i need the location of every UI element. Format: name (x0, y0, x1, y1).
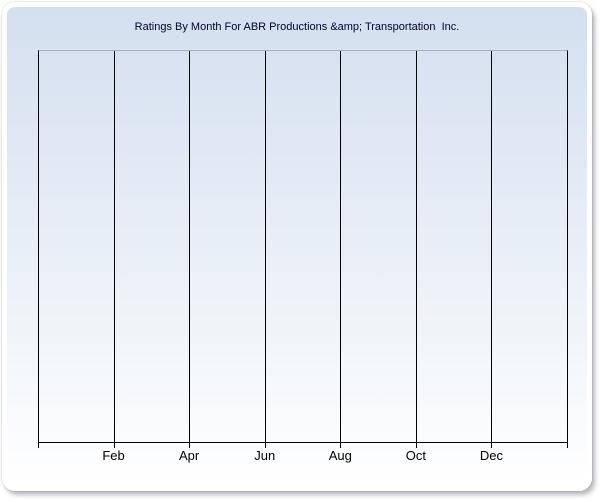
gridline (491, 51, 493, 442)
x-axis-tick (38, 443, 39, 448)
chart-title: Ratings By Month For ABR Productions &am… (134, 21, 460, 33)
chart-panel: Ratings By Month For ABR Productions &am… (2, 2, 592, 491)
gridline (189, 51, 191, 442)
x-axis-label: Feb (102, 448, 125, 463)
x-axis-tick (567, 443, 568, 448)
x-axis-tick (340, 443, 341, 448)
x-axis-tick (265, 443, 266, 448)
gridline (415, 51, 417, 442)
x-axis-label: Oct (405, 448, 426, 463)
x-axis-label: Aug (328, 448, 352, 463)
x-axis-label: Apr (179, 448, 200, 463)
gridline (340, 51, 342, 442)
gridline (264, 51, 266, 442)
plot-area (38, 50, 568, 443)
x-axis-tick (189, 443, 190, 448)
x-axis-tick (114, 443, 115, 448)
x-axis-label: Jun (254, 448, 276, 463)
x-axis-label: Dec (479, 448, 503, 463)
x-axis-tick (416, 443, 417, 448)
x-axis-tick (491, 443, 492, 448)
gridline (113, 51, 115, 442)
